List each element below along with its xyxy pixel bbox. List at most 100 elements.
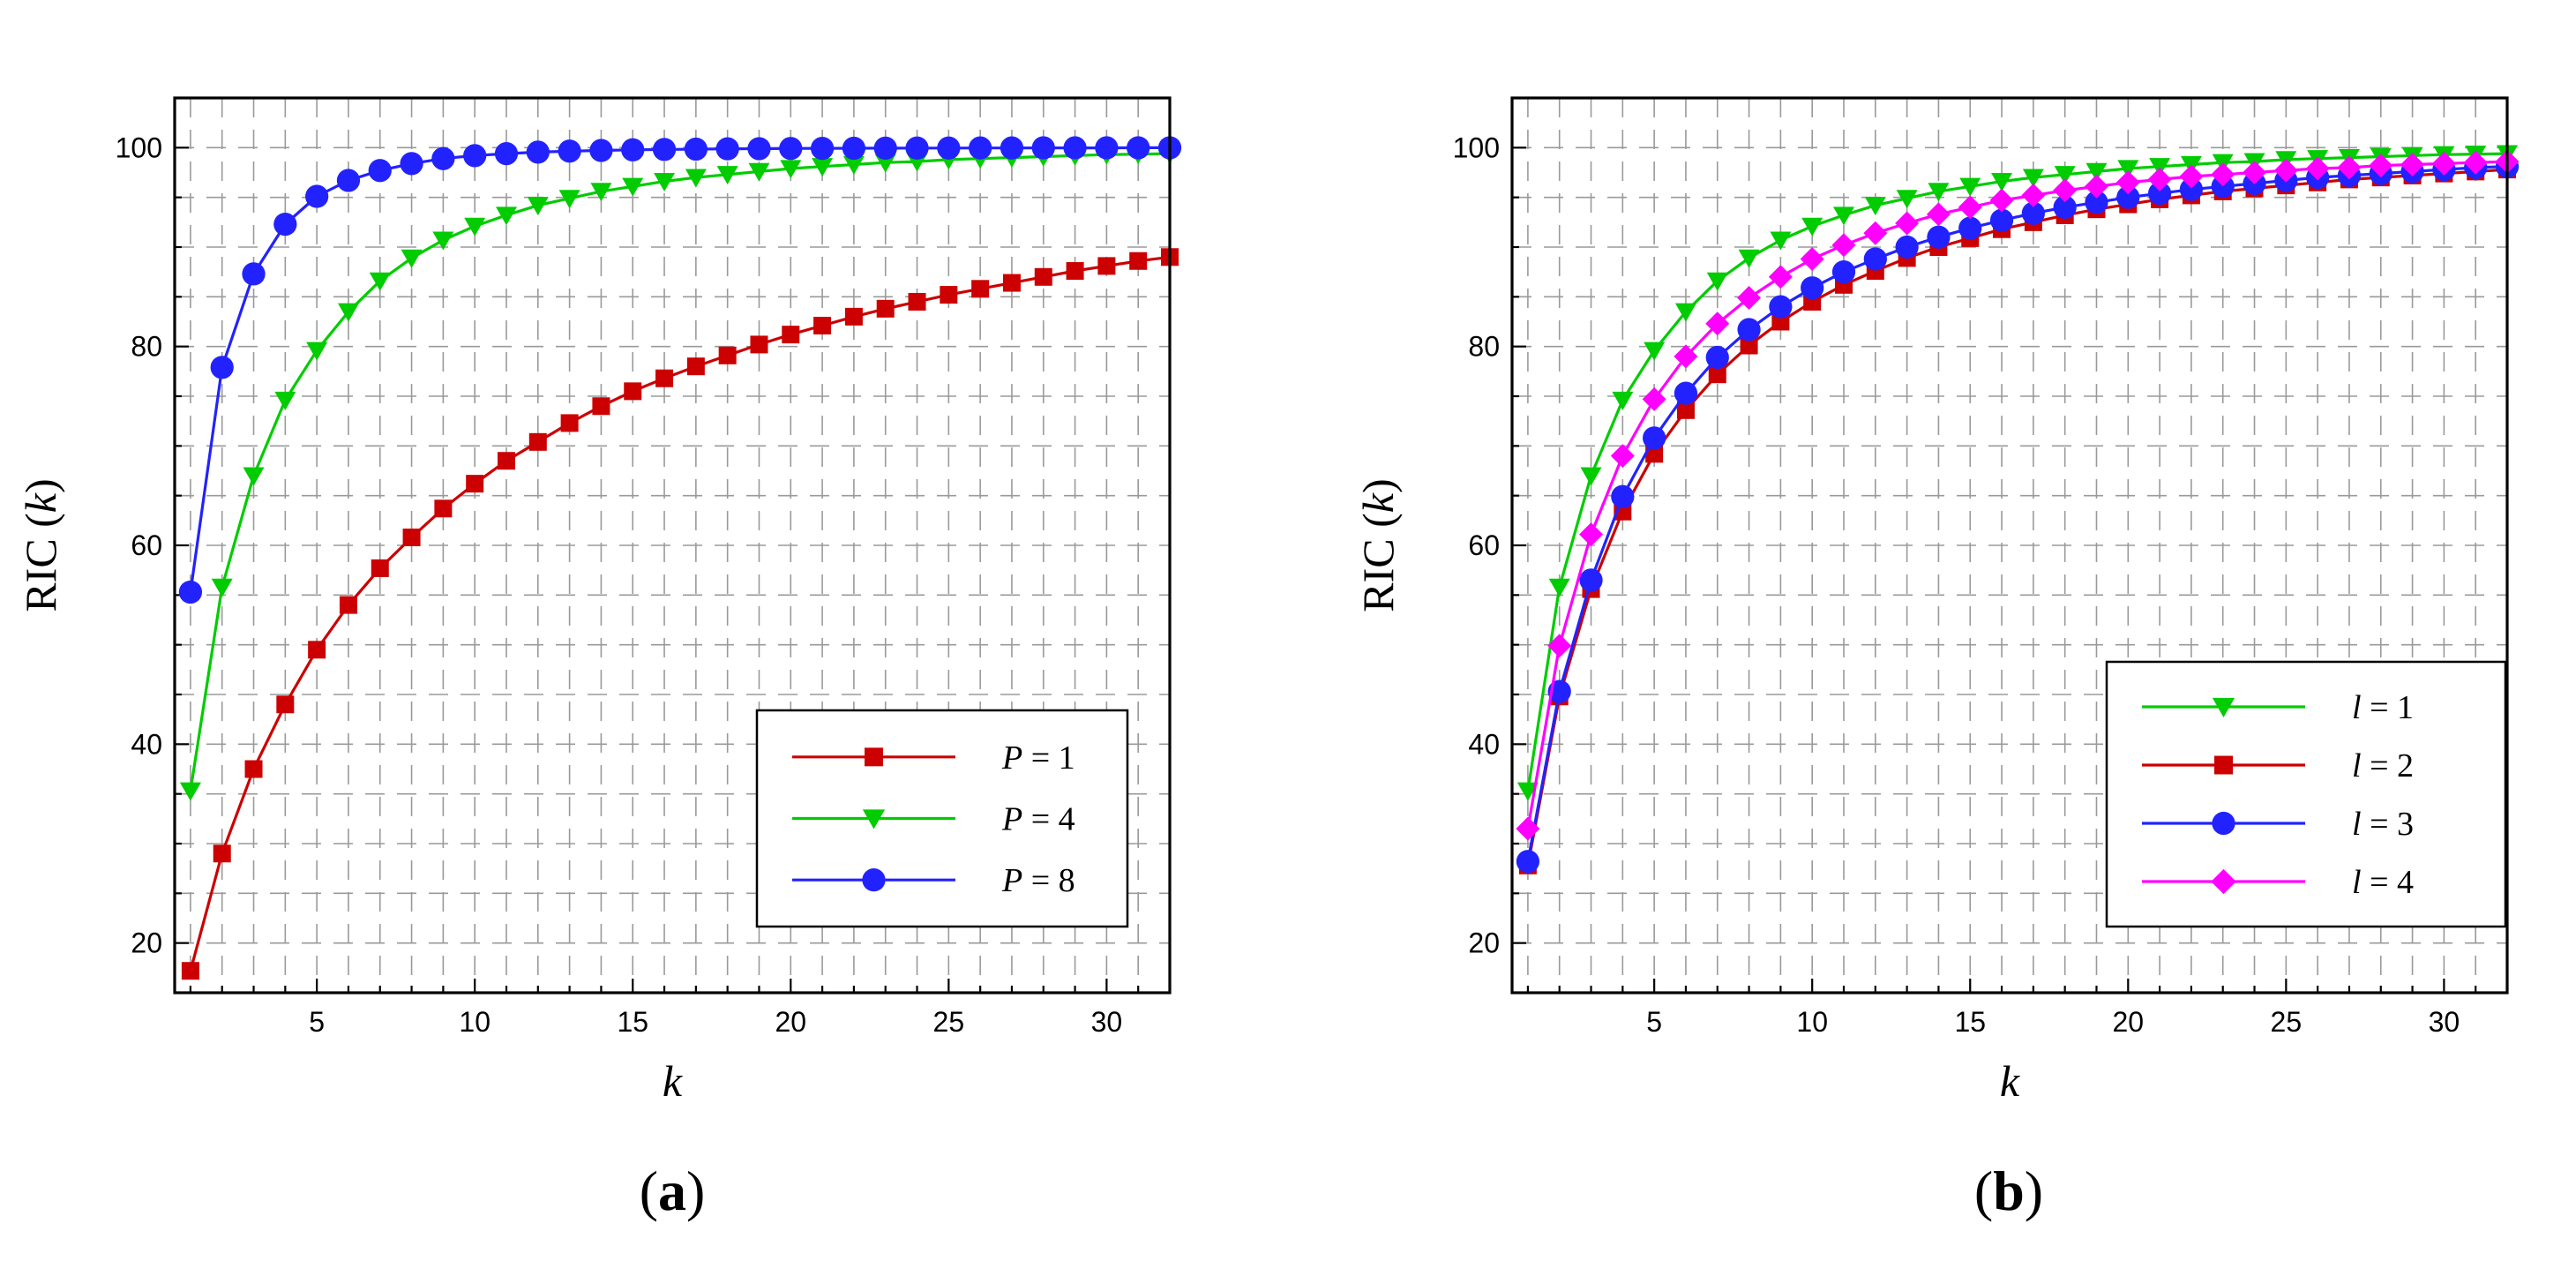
- data-point: [1642, 387, 1666, 411]
- data-point: [2337, 155, 2362, 180]
- data-point: [2273, 158, 2298, 183]
- data-point: [1547, 634, 1572, 658]
- data-point: [336, 169, 361, 192]
- data-point: [1002, 274, 1021, 292]
- legend-variable: P: [1001, 739, 1022, 777]
- x-tick-label: 15: [617, 1006, 648, 1038]
- legend: l = 1l = 2l = 3l = 4: [2105, 660, 2507, 928]
- legend-variable: l: [2352, 864, 2362, 901]
- x-tick-label: 25: [933, 1006, 965, 1038]
- data-point: [812, 158, 834, 177]
- data-point: [1031, 136, 1055, 160]
- data-point: [210, 356, 234, 379]
- data-point: [496, 206, 517, 226]
- data-point: [432, 231, 454, 251]
- legend-variable: P: [1001, 862, 1022, 899]
- data-point: [1705, 345, 1729, 370]
- data-point: [2053, 178, 2078, 203]
- y-axis-title-close: ): [1353, 478, 1403, 493]
- data-point: [748, 162, 770, 182]
- data-point: [2179, 164, 2204, 189]
- data-point: [466, 475, 484, 493]
- data-point: [590, 183, 612, 202]
- data-point: [1831, 233, 1856, 258]
- legend-value: = 2: [2362, 747, 2414, 784]
- legend-marker: [862, 868, 886, 892]
- x-tick-label: 5: [309, 1006, 325, 1038]
- data-point: [464, 217, 486, 236]
- legend: P = 1P = 4P = 8: [755, 709, 1129, 928]
- data-point: [779, 137, 803, 161]
- legend-variable: l: [2352, 747, 2362, 784]
- data-point: [1516, 816, 1540, 841]
- data-point: [558, 139, 581, 163]
- x-tick-label: 25: [2271, 1006, 2303, 1038]
- y-axis-title-text: RIC (: [1353, 513, 1403, 612]
- data-point: [2149, 158, 2171, 177]
- legend-variable: P: [1001, 801, 1022, 838]
- x-tick-label: 10: [1796, 1006, 1828, 1038]
- y-tick-label: 20: [1468, 927, 1500, 959]
- data-point: [718, 346, 737, 364]
- y-tick-label: 20: [131, 927, 162, 959]
- y-tick-label: 100: [1453, 131, 1500, 163]
- data-point: [1611, 484, 1635, 508]
- data-point: [1989, 208, 2014, 232]
- data-point: [842, 155, 865, 175]
- data-point: [498, 452, 515, 470]
- data-point: [1768, 265, 1793, 289]
- data-point: [2305, 156, 2330, 181]
- x-tick-label: 5: [1646, 1006, 1662, 1038]
- x-axis-title: k: [2000, 1056, 2020, 1106]
- y-axis-title-variable: k: [16, 492, 65, 513]
- data-point: [434, 499, 453, 518]
- data-point: [874, 154, 896, 173]
- series-P1: [181, 248, 1179, 980]
- data-point: [276, 695, 295, 714]
- data-point: [1801, 276, 1824, 300]
- data-point: [2021, 201, 2045, 225]
- data-point: [463, 144, 487, 168]
- data-point: [337, 303, 359, 322]
- data-point: [1738, 249, 1760, 268]
- panel-label-close: ): [686, 1160, 705, 1222]
- panel-label-open: (: [640, 1160, 658, 1222]
- data-point: [1063, 136, 1087, 160]
- data-point: [2463, 150, 2488, 175]
- panel-label-open: (: [1974, 1160, 1993, 1222]
- data-point: [1770, 231, 1792, 251]
- x-tick-label: 20: [2112, 1006, 2144, 1038]
- data-point: [2054, 166, 2076, 185]
- data-point: [213, 844, 231, 863]
- data-point: [1516, 850, 1540, 874]
- data-point: [306, 342, 328, 361]
- data-point: [1896, 190, 1918, 209]
- data-point: [1612, 391, 1634, 410]
- panel-label-close: ): [2025, 1160, 2043, 1222]
- data-point: [1095, 136, 1119, 160]
- data-point: [178, 580, 203, 604]
- y-tick-label: 60: [1468, 529, 1500, 561]
- data-point: [780, 160, 802, 179]
- data-point: [684, 137, 708, 161]
- data-point: [1674, 381, 1698, 405]
- data-point: [873, 136, 897, 161]
- x-tick-label: 30: [2429, 1006, 2460, 1038]
- data-point: [1066, 262, 1084, 281]
- data-point: [715, 137, 739, 161]
- data-point: [2211, 162, 2235, 187]
- data-point: [905, 136, 929, 160]
- data-point: [1034, 267, 1052, 286]
- data-point: [1708, 365, 1726, 384]
- y-tick-label: 80: [1468, 331, 1500, 363]
- y-axis-title-variable: k: [1353, 492, 1403, 513]
- data-point: [402, 528, 421, 546]
- legend-marker: [2212, 697, 2235, 717]
- data-point: [528, 432, 547, 451]
- y-tick-label: 80: [131, 331, 162, 363]
- data-point: [876, 299, 895, 318]
- data-point: [211, 578, 233, 597]
- y-axis-title: RIC (k): [16, 478, 65, 612]
- legend-box: [2105, 660, 2507, 928]
